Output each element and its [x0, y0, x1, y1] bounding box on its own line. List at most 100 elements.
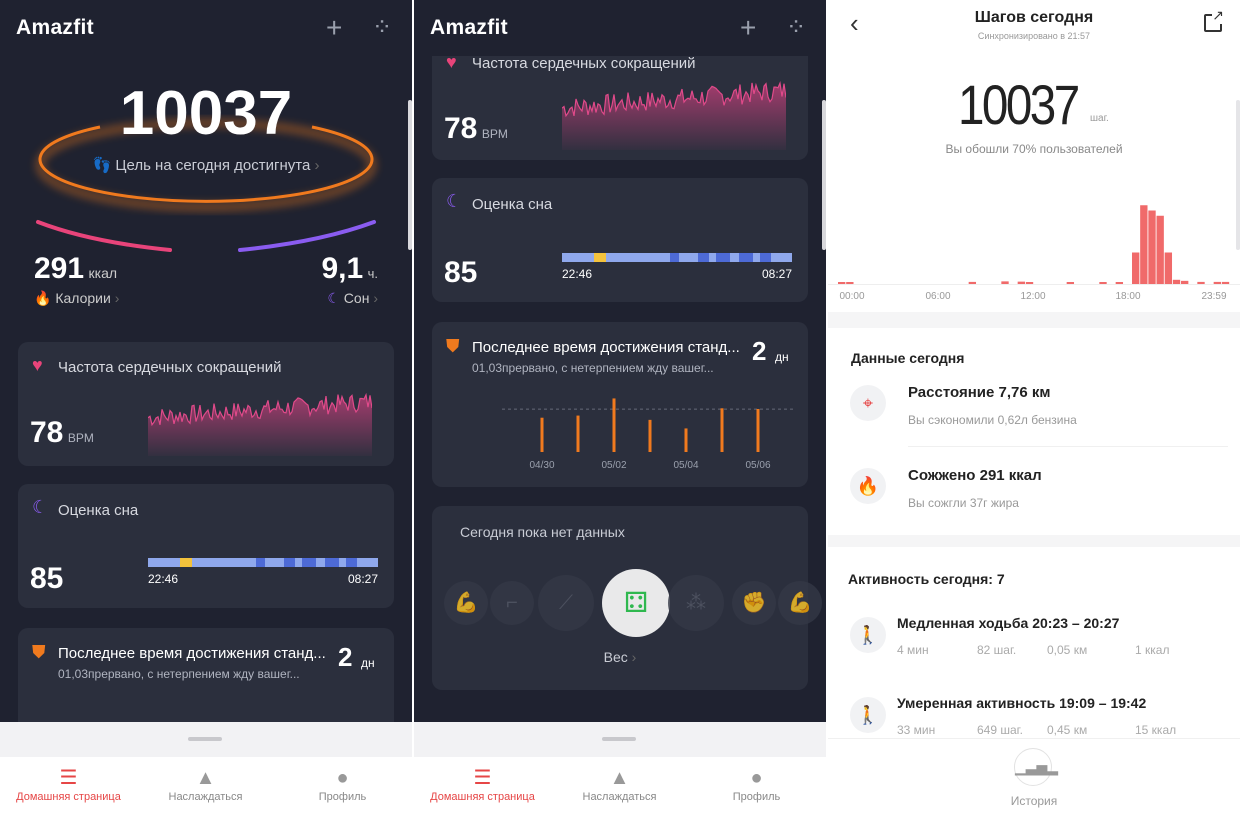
activity-item[interactable]: 🚶 Умеренная активность 19:09 – 19:42 33 … — [828, 692, 1240, 752]
sleep-segment-deep — [325, 558, 339, 567]
nav-item-2[interactable]: ● Профиль — [274, 765, 411, 803]
goal-link[interactable]: 👣 Цель на сегодня достигнута › — [0, 156, 412, 174]
heart-rate-card[interactable]: ♥ Частота сердечных сокращений 78 BPM — [18, 342, 394, 466]
plus-icon[interactable]: + — [740, 12, 757, 43]
sleep-label: Сон — [343, 290, 370, 306]
arm-icon[interactable]: 💪 — [778, 581, 822, 625]
step-bar — [1025, 282, 1034, 284]
grid-icon[interactable]: ⁘ — [372, 14, 393, 41]
history-label: История — [1010, 794, 1058, 808]
steps-detail-screen: ‹ Шагов сегодня Синхронизировано в 21:57… — [828, 0, 1240, 817]
streak-bar — [648, 419, 652, 452]
scrollbar[interactable] — [822, 100, 826, 250]
sleep-stage-bar — [148, 558, 378, 567]
sleep-score: 85 — [444, 256, 478, 289]
streak-bar — [540, 417, 544, 452]
nav-item-0[interactable]: ☰ Домашняя страница — [414, 765, 551, 803]
sleep-card[interactable]: ☾ Оценка сна 85 22:46 08:27 — [18, 484, 394, 608]
goal-text: Цель на сегодня достигнута — [115, 157, 311, 174]
molecule-icon[interactable]: ⁂ — [668, 575, 724, 631]
calories-summary[interactable]: 291 ккал 🔥 Калории › — [34, 252, 119, 307]
squat-icon[interactable]: ⌐ — [490, 581, 534, 625]
heart-rate-graph — [562, 81, 786, 150]
step-bar — [1213, 281, 1222, 284]
heart-rate-graph — [148, 392, 372, 456]
card-title: Оценка сна — [472, 196, 553, 213]
nav-label: Домашняя страница — [430, 791, 535, 803]
sleep-start: 22:46 — [148, 572, 179, 586]
app-logo: Amazfit — [430, 16, 508, 39]
activity-title: Медленная ходьба 20:23 – 20:27 — [897, 615, 1120, 631]
drag-handle[interactable] — [188, 737, 222, 741]
streak-card[interactable]: ⛊ Последнее время достижения станд... 01… — [432, 322, 808, 487]
activity-title: Активность сегодня: — [848, 571, 993, 587]
scale-icon[interactable]: ⚃ — [602, 569, 670, 637]
card-title: Последнее время достижения станд... — [472, 339, 740, 356]
home-screen: Amazfit + ⁘ 10037 👣 Цель на сегодня дост… — [0, 0, 412, 817]
steps-count: 10037 — [119, 79, 293, 148]
bottom-sheet[interactable] — [414, 722, 826, 757]
streak-unit: дн — [775, 350, 789, 364]
sleep-segment-awake — [594, 253, 606, 262]
drag-handle[interactable] — [602, 737, 636, 741]
scrollbar[interactable] — [1236, 100, 1240, 250]
sleep-segment-light — [562, 253, 595, 262]
sleep-segment-light — [771, 253, 792, 262]
activity-title: Умеренная активность 19:09 – 19:42 — [897, 695, 1147, 711]
weight-link[interactable]: Вес › — [432, 649, 808, 665]
page-title: Шагов сегодня — [974, 9, 1094, 26]
bottom-nav: ☰ Домашняя страница ▲ Наслаждаться ● Профиль — [0, 757, 412, 817]
scrollbar[interactable] — [408, 100, 412, 250]
sleep-segment-deep — [697, 253, 710, 262]
step-bar — [968, 281, 977, 284]
walking-person-icon: 🚶 — [850, 617, 886, 653]
streak-value: 2 — [752, 336, 767, 366]
item-subtitle: Вы сэкономили 0,62л бензина — [908, 413, 1077, 427]
heart-rate-card[interactable]: ♥ Частота сердечных сокращений 78 BPM — [432, 40, 808, 160]
back-button[interactable]: ‹ — [850, 8, 859, 38]
sleep-score: 85 — [30, 562, 64, 595]
nav-item-1[interactable]: ▲ Наслаждаться — [551, 765, 688, 803]
fist-icon[interactable]: ✊ — [732, 581, 776, 625]
nav-item-0[interactable]: ☰ Домашняя страница — [0, 765, 137, 803]
sleep-summary[interactable]: 9,1 ч. ☾ Сон › — [321, 252, 378, 307]
activity-item[interactable]: 🚶 Медленная ходьба 20:23 – 20:27 4 мин 82… — [828, 612, 1240, 672]
sleep-segment-light — [191, 558, 257, 567]
heart-icon: ♥ — [446, 52, 457, 72]
moon-icon: ☾ — [32, 497, 49, 517]
badge-icon: ⛊ — [32, 642, 46, 662]
tick-label: 05/02 — [601, 460, 626, 471]
sleep-start: 22:46 — [562, 267, 593, 281]
weight-card[interactable]: Сегодня пока нет данных 💪 ⌐ ⟋ ⚃ ⁂ ✊ 💪 Вес › — [432, 506, 822, 690]
heart-rate-value: 78 — [444, 112, 478, 145]
card-subtitle: 01,03прервано, с нетерпением жду вашег..… — [472, 361, 714, 375]
share-icon[interactable]: ↗ — [1204, 7, 1224, 32]
grid-icon[interactable]: ⁘ — [786, 14, 807, 41]
step-bar — [1148, 210, 1156, 284]
arm-icon[interactable]: 💪 — [444, 581, 488, 625]
sleep-card[interactable]: ☾ Оценка сна 85 22:46 08:27 — [432, 178, 808, 302]
heart-rate-line — [148, 392, 372, 427]
calories-label: Калории — [55, 290, 111, 306]
activity-stat: 82 шаг. — [977, 643, 1017, 657]
streak-chart: 04/30 05/02 05/04 05/06 — [502, 398, 794, 471]
nav-item-1[interactable]: ▲ Наслаждаться — [137, 765, 274, 803]
card-title: Частота сердечных сокращений — [58, 359, 282, 376]
workout-type-carousel[interactable]: 💪 ⌐ ⟋ ⚃ ⁂ ✊ 💪 — [432, 568, 822, 638]
item-subtitle: Вы сожгли 37г жира — [908, 496, 1019, 510]
step-bar — [1099, 282, 1107, 284]
activity-stat: 0,05 км — [1047, 643, 1088, 657]
activity-stat: 4 мин — [897, 643, 929, 657]
card-title: Оценка сна — [58, 502, 139, 519]
leg-icon[interactable]: ⟋ — [538, 575, 594, 631]
nav-item-2[interactable]: ● Профиль — [688, 765, 825, 803]
step-bar — [1181, 280, 1189, 284]
sleep-segment-light — [338, 558, 346, 567]
chevron-right-icon: › — [373, 290, 378, 306]
streak-bar — [576, 415, 580, 452]
section-title: Активность сегодня: 7 — [848, 571, 1005, 587]
history-button[interactable]: ▁▃▅▂ — [1014, 748, 1058, 786]
plus-icon[interactable]: + — [326, 12, 343, 43]
section-title: Данные сегодня — [851, 350, 965, 366]
bottom-sheet[interactable] — [0, 722, 412, 757]
